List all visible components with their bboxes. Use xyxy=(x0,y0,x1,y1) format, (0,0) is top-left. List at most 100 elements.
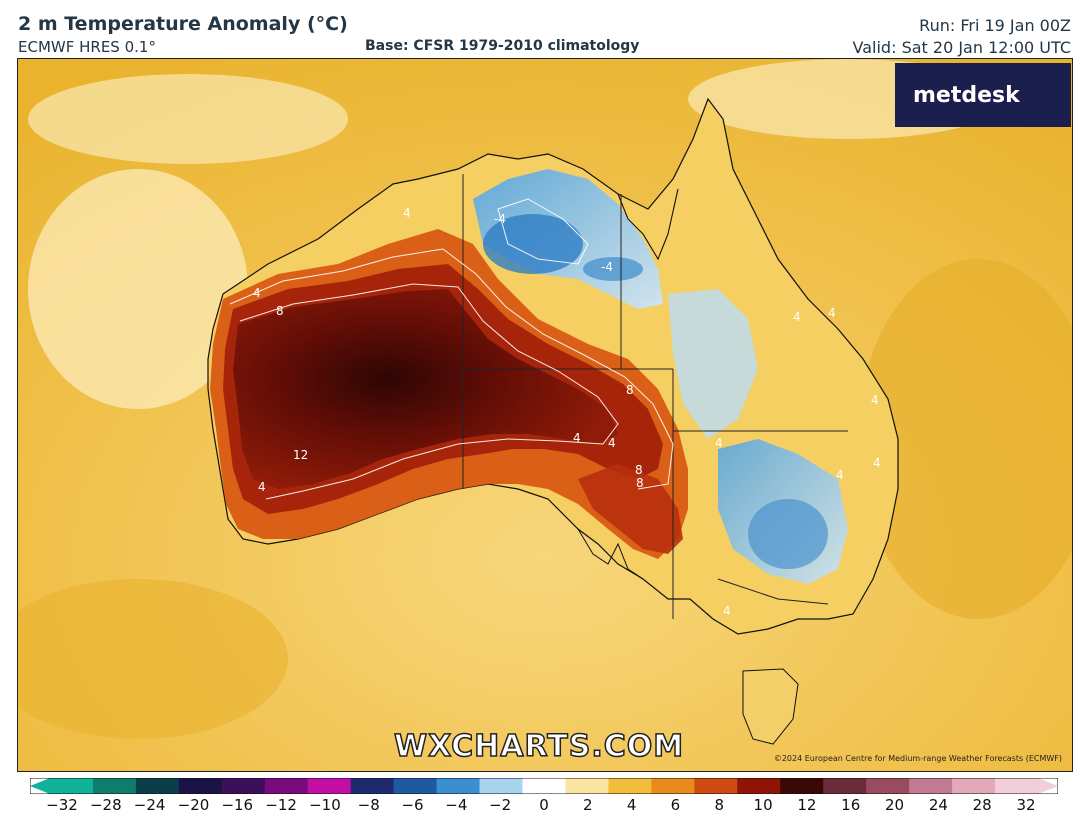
contour-neg4 xyxy=(497,198,589,265)
tasmania-land xyxy=(742,668,799,745)
colorbar-segments xyxy=(30,778,1058,794)
colorbar-tick-label: −12 xyxy=(265,796,297,814)
colorbar-tick-label: 0 xyxy=(539,796,549,814)
coastline-spencer-gulf xyxy=(577,528,644,580)
contour-label: 8 xyxy=(276,304,284,318)
colorbar-segment xyxy=(135,778,180,794)
colorbar-segment xyxy=(350,778,395,794)
colorbar-tick-label: −6 xyxy=(401,796,424,814)
contour-label: 8 xyxy=(626,383,634,397)
colorbar-segment xyxy=(264,778,309,794)
colorbar-tick-label: 2 xyxy=(583,796,593,814)
colorbar-max-arrow xyxy=(1038,778,1058,794)
contour-label: 4 xyxy=(871,393,879,407)
coastline-gulf xyxy=(617,188,679,261)
colorbar-tick-label: −24 xyxy=(133,796,166,814)
run-time-label: Run: Fri 19 Jan 00Z xyxy=(919,16,1071,35)
ocean-warm-patch xyxy=(858,259,1072,619)
contour-label: 4 xyxy=(828,306,836,320)
colorbar-tick-label: 32 xyxy=(1016,796,1036,814)
hot-anomaly-core xyxy=(233,289,618,489)
map-panel: 4 8 12 -4 -4 4 4 8 8 4 4 4 4 4 4 4 4 4 8 xyxy=(17,58,1073,772)
contour-label: 4 xyxy=(403,206,411,220)
contour-8 xyxy=(239,283,619,500)
colorbar-segment xyxy=(50,778,94,794)
contour-label-group: 4 8 12 -4 -4 4 4 8 8 4 4 4 4 4 4 4 4 4 8 xyxy=(253,206,881,618)
colorbar-tick-label: 28 xyxy=(972,796,992,814)
colorbar-tick-label: −16 xyxy=(221,796,254,814)
valid-time-label: Valid: Sat 20 Jan 12:00 UTC xyxy=(852,38,1071,57)
contour-label: 12 xyxy=(293,448,308,462)
wxcharts-watermark: WXCHARTS.COM xyxy=(393,728,685,765)
colorbar-tick-label: 4 xyxy=(626,796,637,814)
colorbar-tick-label: −8 xyxy=(357,796,380,814)
colorbar-tick-label: 16 xyxy=(841,796,861,814)
metdesk-logo: metdesk xyxy=(895,63,1071,127)
colorbar-min-arrow xyxy=(30,778,50,794)
colorbar-segment xyxy=(608,778,652,794)
colorbar-segment xyxy=(866,778,910,794)
colorbar-segment xyxy=(221,778,266,794)
colorbar-segment xyxy=(823,778,867,794)
state-borders xyxy=(462,174,848,619)
base-climatology-label: Base: CFSR 1979-2010 climatology xyxy=(365,38,640,54)
colorbar-segment xyxy=(178,778,223,794)
colorbar-tick-label: −10 xyxy=(309,796,341,814)
contour-label: 4 xyxy=(793,310,801,324)
colorbar-tick-label: 10 xyxy=(753,796,773,814)
chart-title: 2 m Temperature Anomaly (°C) xyxy=(18,13,348,35)
contour-label: 4 xyxy=(873,456,881,470)
contour-label: 4 xyxy=(715,436,723,450)
colorbar-segment xyxy=(307,778,352,794)
colorbar-segment xyxy=(436,778,481,794)
colorbar-tick-label: −32 xyxy=(46,796,78,814)
contour-label: 8 xyxy=(635,463,643,477)
colorbar-tick-label: 20 xyxy=(884,796,905,814)
colorbar-tick-label: −20 xyxy=(177,796,210,814)
contour-label: 4 xyxy=(253,286,261,300)
colorbar-ticks: −32 −28 −24 −20 −16 −12 −10 −8 −6 −4 −2 0 2 4 6 8 10 12 16… xyxy=(0,796,1088,820)
contour-label: 4 xyxy=(723,604,731,618)
colorbar-tick-label: 24 xyxy=(928,796,948,814)
cool-core-southeast xyxy=(748,499,828,569)
metdesk-logo-text: metdesk xyxy=(913,82,1020,108)
colorbar-tick-label: −28 xyxy=(89,796,122,814)
contour-label: 4 xyxy=(836,468,844,482)
colorbar-tick-label: 12 xyxy=(797,796,817,814)
colorbar-tick-label: −4 xyxy=(445,796,468,814)
hot-anomaly-sa xyxy=(578,464,683,554)
ocean-warm-patch xyxy=(18,579,288,739)
model-label: ECMWF HRES 0.1° xyxy=(18,38,156,56)
colorbar-segment xyxy=(522,778,566,794)
colorbar-segment xyxy=(780,778,824,794)
ocean-cool-patch xyxy=(28,169,248,409)
contour-lines xyxy=(229,198,674,500)
contour-label: 8 xyxy=(636,476,644,490)
ocean-cool-patch xyxy=(28,74,348,164)
contour-label: 4 xyxy=(573,431,581,445)
contour-label: -4 xyxy=(494,212,506,226)
contour-label: 4 xyxy=(258,480,266,494)
colorbar-segment xyxy=(565,778,609,794)
cool-anomaly-queensland xyxy=(668,289,758,439)
colorbar-tick-label: 8 xyxy=(714,796,725,814)
contour-label: -4 xyxy=(601,260,613,274)
colorbar-segment xyxy=(694,778,738,794)
contour-label: 4 xyxy=(608,436,616,450)
colorbar-tick-label: −2 xyxy=(489,796,512,814)
colorbar-segment xyxy=(952,778,996,794)
cool-core-north xyxy=(583,257,643,281)
colorbar-segment xyxy=(92,778,137,794)
cool-core-north xyxy=(483,214,583,274)
border-nsw-vic xyxy=(717,578,829,605)
anomaly-map: 4 8 12 -4 -4 4 4 8 8 4 4 4 4 4 4 4 4 4 8 xyxy=(18,59,1072,771)
colorbar-segment xyxy=(737,778,781,794)
colorbar-segment xyxy=(479,778,524,794)
colorbar-segment xyxy=(909,778,953,794)
colorbar-segment xyxy=(651,778,695,794)
colorbar-tick-label: 6 xyxy=(670,796,681,814)
colorbar-segment xyxy=(393,778,438,794)
contour-4 xyxy=(229,248,674,490)
metdesk-flower-icon xyxy=(895,63,1073,772)
